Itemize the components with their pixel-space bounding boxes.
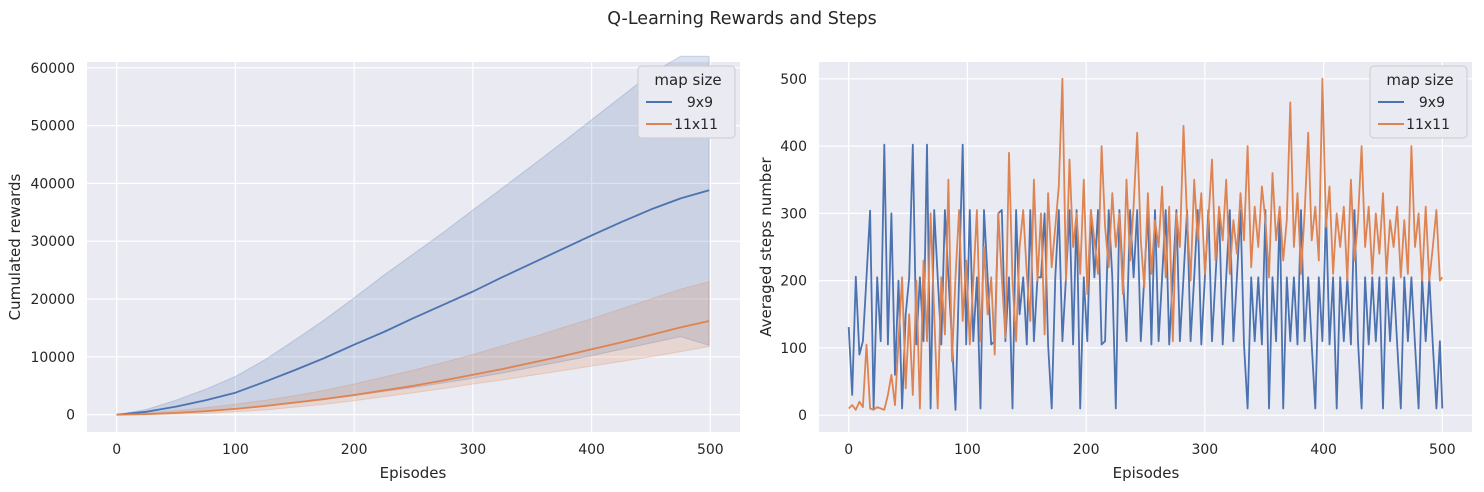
rewards-band-11x11	[116, 281, 710, 416]
steps-xtick-label: 400	[1310, 442, 1337, 458]
steps-ytick-label: 100	[780, 341, 807, 357]
steps-line-11x11	[848, 77, 1444, 411]
rewards-legend: map size 9x9 11x11	[637, 65, 736, 139]
rewards-line-11x11	[116, 320, 710, 416]
steps-xtick-label: 200	[1073, 442, 1100, 458]
steps-ylabel: Averaged steps number	[757, 156, 775, 336]
rewards-yticks: 0 10000 20000 30000 40000 50000 60000	[30, 61, 75, 424]
steps-xtick-label: 100	[954, 442, 981, 458]
figure-title: Q-Learning Rewards and Steps	[607, 9, 876, 29]
rewards-axes: 0 100 200 300 400 500 0 10000 20000 30000 40000 50…	[6, 55, 740, 482]
rewards-legend-label-9x9: 9x9	[687, 95, 713, 111]
rewards-xtick-label: 400	[578, 442, 605, 458]
rewards-legend-label-11x11: 11x11	[674, 117, 718, 133]
steps-legend-box	[1369, 65, 1468, 139]
rewards-xtick-label: 200	[341, 442, 368, 458]
rewards-legend-box	[637, 65, 736, 139]
steps-legend-title: map size	[1386, 71, 1453, 89]
rewards-ytick-label: 20000	[30, 292, 75, 308]
steps-yticks: 0 100 200 300 400 500	[780, 72, 807, 424]
steps-ytick-label: 400	[780, 139, 807, 155]
steps-xtick-label: 300	[1191, 442, 1218, 458]
rewards-xtick-label: 300	[459, 442, 486, 458]
steps-ytick-label: 200	[780, 274, 807, 290]
rewards-lines	[116, 189, 710, 416]
steps-legend-label-9x9: 9x9	[1419, 95, 1445, 111]
steps-xticks: 0 100 200 300 400 500	[844, 442, 1455, 458]
rewards-grid	[87, 62, 740, 432]
rewards-ylabel: Cumulated rewards	[6, 174, 24, 321]
steps-xlabel: Episodes	[1113, 464, 1180, 482]
rewards-ytick-label: 40000	[30, 176, 75, 192]
steps-ytick-label: 500	[780, 72, 807, 88]
steps-xtick-label: 500	[1429, 442, 1456, 458]
rewards-ytick-label: 0	[66, 408, 75, 424]
rewards-legend-title: map size	[654, 71, 721, 89]
rewards-xticks: 0 100 200 300 400 500	[112, 442, 723, 458]
rewards-xtick-label: 500	[697, 442, 724, 458]
rewards-line-9x9	[116, 189, 710, 416]
rewards-xlabel: Episodes	[380, 464, 447, 482]
rewards-xtick-label: 0	[112, 442, 121, 458]
rewards-xtick-label: 100	[222, 442, 249, 458]
steps-legend-label-11x11: 11x11	[1406, 117, 1450, 133]
rewards-ytick-label: 10000	[30, 350, 75, 366]
rewards-plot-background	[87, 62, 740, 432]
steps-axes: 0 100 200 300 400 500 0 100 200 300 400 500 Episod…	[757, 62, 1472, 482]
steps-legend: map size 9x9 11x11	[1369, 65, 1468, 139]
steps-ytick-label: 300	[780, 206, 807, 222]
rewards-ytick-label: 30000	[30, 234, 75, 250]
rewards-ytick-label: 50000	[30, 119, 75, 135]
steps-ytick-label: 0	[798, 408, 807, 424]
steps-lines	[847, 77, 1444, 411]
steps-xtick-label: 0	[844, 442, 853, 458]
rewards-ytick-label: 60000	[30, 61, 75, 77]
